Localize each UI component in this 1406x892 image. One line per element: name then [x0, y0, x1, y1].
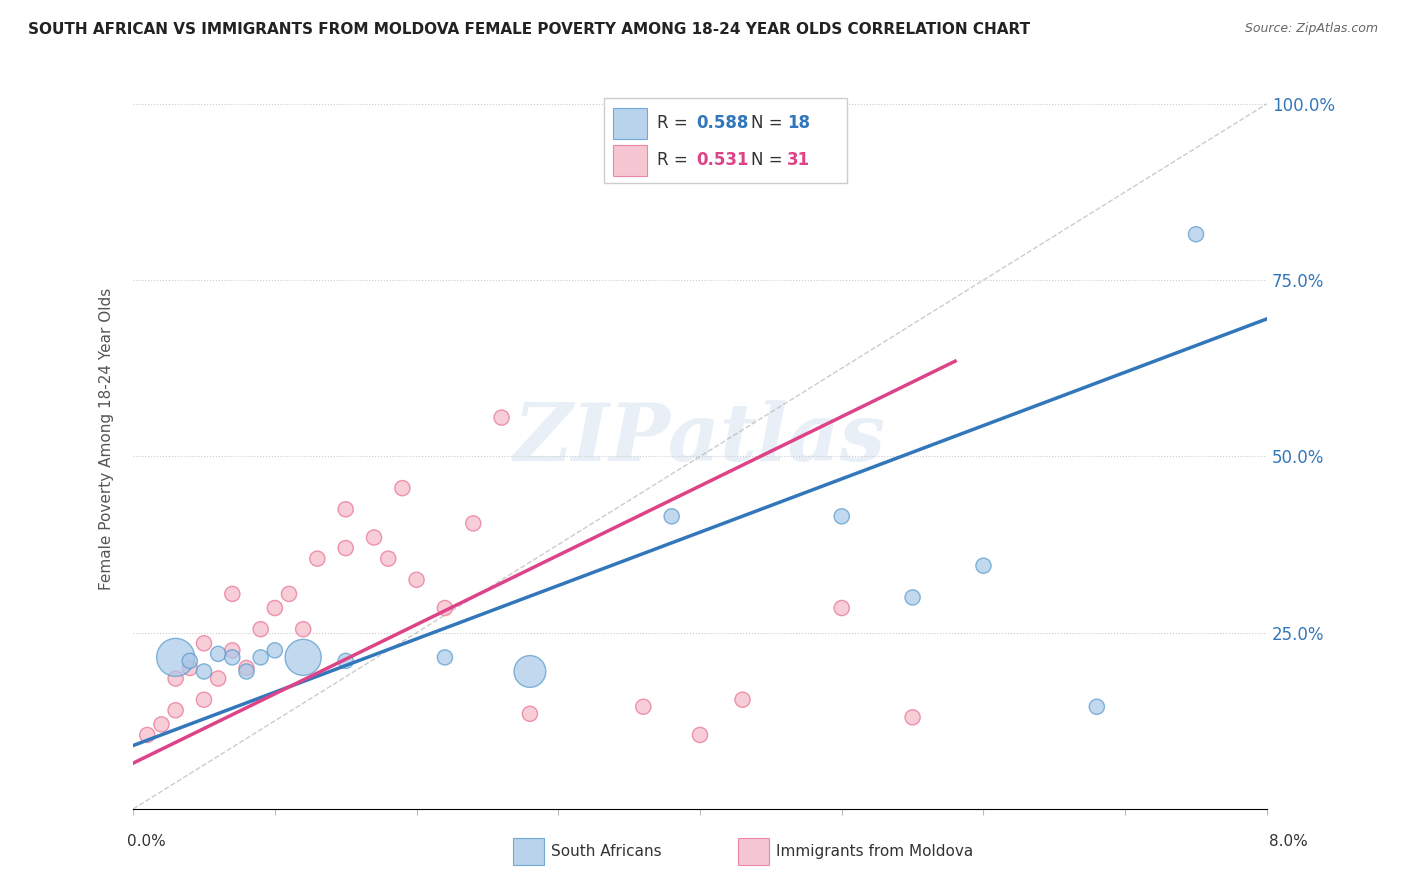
Text: 31: 31 [787, 152, 810, 169]
Point [235, 665, 257, 679]
Point [292, 650, 315, 665]
Point [165, 703, 187, 717]
Point [221, 643, 243, 657]
Text: 8.0%: 8.0% [1268, 834, 1308, 849]
Text: R =: R = [657, 114, 693, 132]
Point [391, 481, 413, 495]
Text: R =: R = [657, 152, 693, 169]
Point [193, 665, 215, 679]
Point [221, 587, 243, 601]
Point [165, 672, 187, 686]
FancyBboxPatch shape [613, 108, 647, 139]
Point [731, 692, 754, 706]
Point [335, 502, 357, 516]
Point [335, 541, 357, 555]
Point [193, 692, 215, 706]
Point [165, 650, 187, 665]
Text: Source: ZipAtlas.com: Source: ZipAtlas.com [1244, 22, 1378, 36]
Point [249, 622, 271, 636]
Point [335, 654, 357, 668]
Point [221, 650, 243, 665]
Text: 18: 18 [787, 114, 810, 132]
Point [179, 661, 201, 675]
Y-axis label: Female Poverty Among 18-24 Year Olds: Female Poverty Among 18-24 Year Olds [100, 287, 114, 590]
Text: 0.0%: 0.0% [127, 834, 166, 849]
Text: South Africans: South Africans [551, 845, 662, 859]
Point [207, 672, 229, 686]
Point [150, 717, 173, 731]
Point [278, 587, 301, 601]
Point [519, 706, 541, 721]
Point [405, 573, 427, 587]
Text: SOUTH AFRICAN VS IMMIGRANTS FROM MOLDOVA FEMALE POVERTY AMONG 18-24 YEAR OLDS CO: SOUTH AFRICAN VS IMMIGRANTS FROM MOLDOVA… [28, 22, 1031, 37]
Point [901, 710, 924, 724]
FancyBboxPatch shape [603, 98, 848, 183]
Text: 0.588: 0.588 [696, 114, 749, 132]
Point [463, 516, 485, 531]
Point [633, 699, 655, 714]
Point [263, 601, 285, 615]
FancyBboxPatch shape [613, 145, 647, 176]
Point [491, 410, 513, 425]
Point [307, 551, 329, 566]
Point [519, 665, 541, 679]
Point [193, 636, 215, 650]
Point [136, 728, 159, 742]
Text: ZIPatlas: ZIPatlas [515, 400, 886, 477]
Point [263, 643, 285, 657]
Point [972, 558, 994, 573]
Point [433, 601, 456, 615]
Point [661, 509, 683, 524]
Point [1085, 699, 1108, 714]
Point [179, 654, 201, 668]
Point [363, 531, 385, 545]
Point [831, 601, 853, 615]
Text: N =: N = [751, 114, 787, 132]
Text: N =: N = [751, 152, 787, 169]
Point [901, 591, 924, 605]
Point [433, 650, 456, 665]
Text: Immigrants from Moldova: Immigrants from Moldova [776, 845, 973, 859]
Point [292, 622, 315, 636]
Text: 0.531: 0.531 [696, 152, 749, 169]
Point [249, 650, 271, 665]
Point [1185, 227, 1208, 242]
Point [377, 551, 399, 566]
Point [831, 509, 853, 524]
Point [207, 647, 229, 661]
Point [689, 728, 711, 742]
Point [235, 661, 257, 675]
